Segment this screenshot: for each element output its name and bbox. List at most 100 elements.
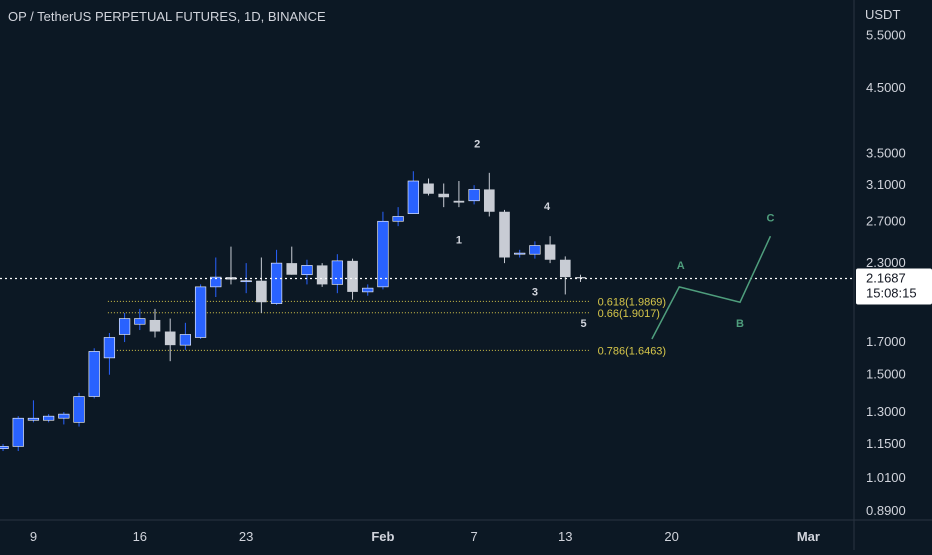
- candle[interactable]: [559, 256, 571, 295]
- candle[interactable]: [514, 249, 526, 258]
- price-tick-label: 1.5000: [866, 367, 906, 382]
- wave-labels: 1 2 3 4 5: [456, 139, 587, 331]
- candle[interactable]: [499, 209, 510, 264]
- candle[interactable]: [347, 258, 358, 300]
- date-tick-label: 23: [239, 529, 253, 544]
- candle[interactable]: [149, 308, 161, 338]
- candle-body-down: [149, 319, 161, 332]
- candle-body-down: [423, 183, 434, 194]
- candle[interactable]: [179, 322, 192, 350]
- candle[interactable]: [468, 185, 480, 205]
- candle-body-up: [0, 446, 9, 450]
- candle[interactable]: [453, 180, 465, 208]
- candle[interactable]: [134, 308, 146, 331]
- candle-body-up: [392, 216, 404, 222]
- candle-body-up: [331, 260, 343, 285]
- candle[interactable]: [210, 257, 222, 298]
- candle-body-up: [529, 245, 541, 255]
- candle-body-up: [301, 265, 313, 276]
- candle-body-up: [377, 220, 389, 288]
- last-price-badge: 2.1687 15:08:15: [856, 268, 932, 305]
- date-tick-label: 9: [30, 529, 37, 544]
- candle-body-up: [468, 189, 480, 202]
- fib-label: 0.618(1.9869): [598, 296, 667, 308]
- price-tick-label: 3.1000: [866, 177, 906, 192]
- candle-body-up: [27, 417, 40, 421]
- fib-label: 0.66(1.9017): [598, 308, 660, 320]
- candle[interactable]: [362, 284, 374, 296]
- candle-body-down: [575, 277, 586, 279]
- candle[interactable]: [529, 241, 541, 259]
- candle[interactable]: [423, 178, 434, 196]
- candle[interactable]: [316, 263, 328, 287]
- projection-label: B: [736, 318, 744, 330]
- candle[interactable]: [331, 254, 343, 294]
- candle[interactable]: [43, 414, 55, 423]
- date-tick-label: 7: [470, 529, 477, 544]
- wave-label: 4: [544, 201, 551, 213]
- candle-body-up: [270, 262, 283, 304]
- candle[interactable]: [73, 392, 85, 427]
- date-tick-label: Mar: [797, 529, 820, 544]
- candle[interactable]: [483, 172, 495, 217]
- candle[interactable]: [392, 207, 404, 227]
- candle[interactable]: [12, 416, 24, 452]
- candle[interactable]: [194, 284, 207, 340]
- candle-body-down: [316, 265, 328, 285]
- date-tick-label: 16: [133, 529, 147, 544]
- projection-path[interactable]: [651, 235, 772, 340]
- candle[interactable]: [438, 183, 450, 208]
- candle[interactable]: [377, 211, 389, 290]
- price-tick-label: 1.0100: [866, 470, 906, 485]
- candle[interactable]: [58, 412, 70, 425]
- wave-label: 2: [474, 139, 480, 151]
- candle[interactable]: [103, 332, 116, 375]
- candle-body-up: [88, 351, 100, 397]
- candle-body-up: [240, 280, 252, 283]
- candle[interactable]: [0, 444, 9, 452]
- candle-body-up: [73, 396, 85, 423]
- candle-body-up: [118, 318, 131, 335]
- date-tick-label: Feb: [371, 529, 394, 544]
- candle[interactable]: [88, 348, 100, 399]
- candle-body-up: [210, 276, 222, 288]
- fib-levels[interactable]: 0.618(1.9869)0.66(1.9017) 0.786(1.6463): [107, 296, 667, 357]
- candle[interactable]: [544, 236, 556, 264]
- candle[interactable]: [164, 318, 176, 362]
- candle-body-down: [256, 280, 267, 303]
- candle[interactable]: [301, 259, 313, 285]
- candle-body-down: [453, 200, 465, 203]
- candles[interactable]: [0, 171, 586, 452]
- chart-title: OP / TetherUS PERPETUAL FUTURES, 1D, BIN…: [8, 9, 326, 24]
- candle-body-up: [58, 413, 70, 419]
- last-price-countdown: 15:08:15: [866, 285, 917, 300]
- candle[interactable]: [286, 246, 298, 275]
- date-tick-label: 13: [558, 529, 572, 544]
- candle[interactable]: [407, 171, 419, 214]
- price-tick-label: 1.3000: [866, 404, 906, 419]
- price-axis[interactable]: 5.5000 4.5000 3.5000 3.1000 2.7000 2.3000 1.70…: [866, 27, 906, 518]
- fib-label: 0.786(1.6463): [598, 345, 667, 357]
- time-axis[interactable]: 9 16 23 Feb 7 13 20 Mar: [30, 529, 820, 544]
- candle-body-down: [347, 260, 358, 292]
- candle[interactable]: [27, 400, 40, 423]
- abc-projection[interactable]: A B C: [651, 212, 775, 340]
- candle-body-up: [362, 287, 374, 293]
- candle[interactable]: [118, 313, 131, 343]
- candle-body-up: [43, 415, 55, 421]
- candle-body-up: [103, 337, 116, 359]
- price-tick-label: 2.3000: [866, 255, 906, 270]
- last-price-value: 2.1687: [866, 270, 906, 285]
- last-price-badge-box: [856, 268, 932, 305]
- candle[interactable]: [270, 249, 283, 305]
- candle-body-down: [483, 189, 495, 212]
- candle[interactable]: [256, 257, 267, 314]
- price-tick-label: 3.5000: [866, 145, 906, 160]
- wave-label: 3: [532, 287, 538, 299]
- projection-label: A: [677, 260, 685, 272]
- candle-body-up: [194, 286, 207, 338]
- price-tick-label: 4.5000: [866, 80, 906, 95]
